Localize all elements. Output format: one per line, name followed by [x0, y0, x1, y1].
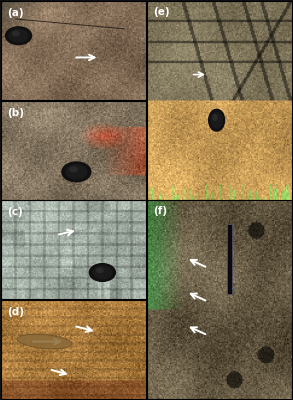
Circle shape	[6, 27, 32, 45]
Bar	[227, 224, 232, 294]
Circle shape	[89, 264, 115, 281]
Text: (c): (c)	[7, 207, 23, 217]
Circle shape	[93, 266, 112, 279]
Text: (f): (f)	[153, 206, 167, 216]
Circle shape	[66, 165, 87, 179]
Text: (d): (d)	[7, 307, 24, 317]
Circle shape	[213, 115, 217, 120]
Circle shape	[13, 31, 19, 36]
Text: (b): (b)	[7, 108, 24, 118]
Ellipse shape	[17, 334, 72, 349]
Circle shape	[209, 109, 225, 131]
Circle shape	[211, 112, 222, 128]
Circle shape	[70, 167, 77, 172]
Circle shape	[62, 162, 91, 182]
Circle shape	[96, 268, 103, 272]
Text: (a): (a)	[7, 8, 23, 18]
Circle shape	[9, 29, 28, 42]
Text: (e): (e)	[153, 7, 170, 17]
